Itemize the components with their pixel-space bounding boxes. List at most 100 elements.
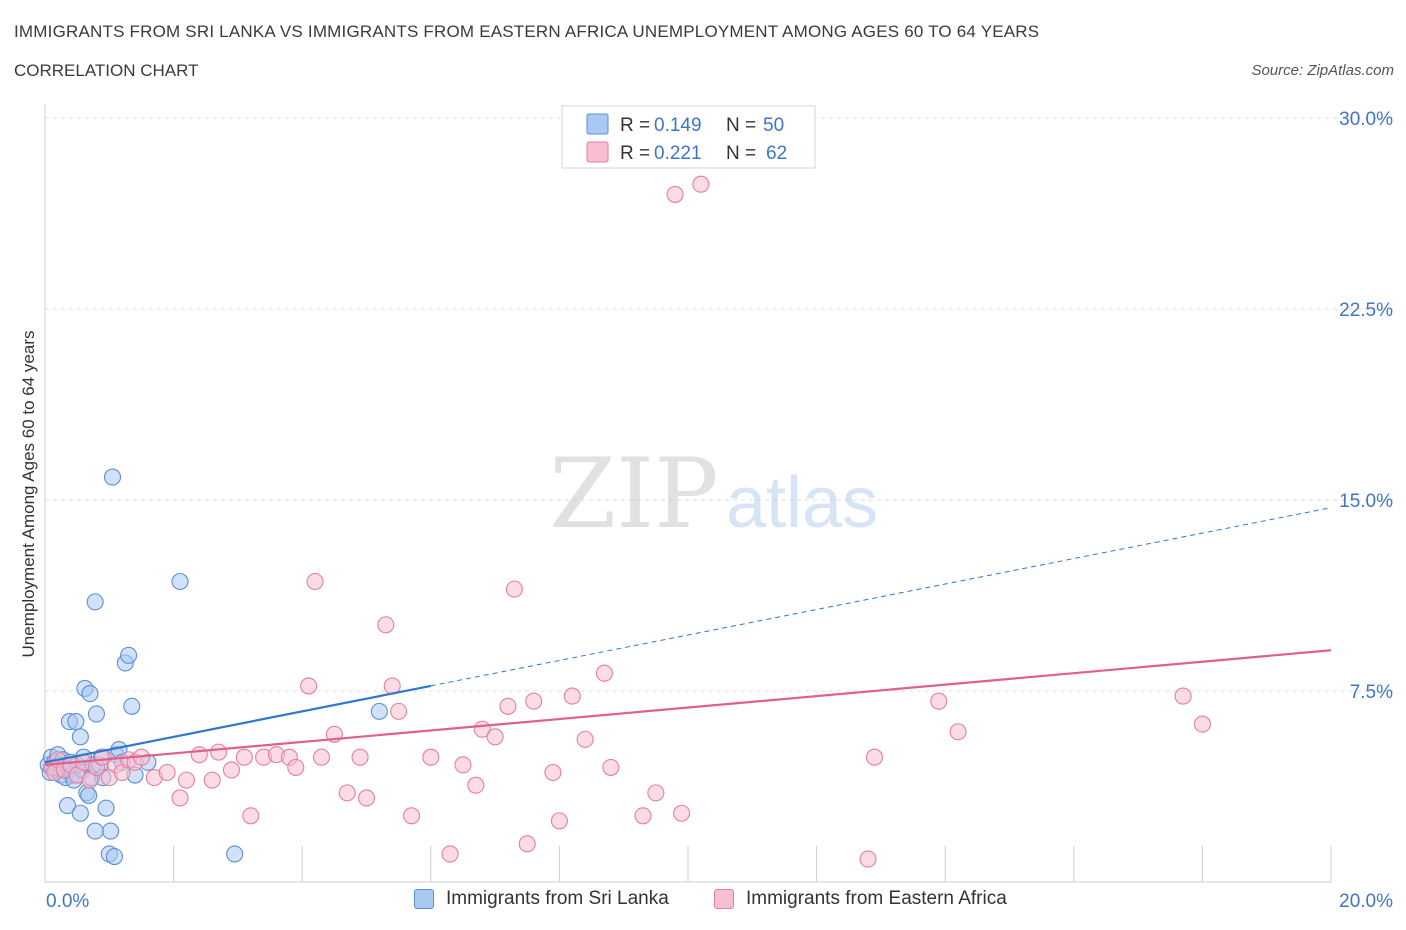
legend-swatch-pink: [586, 141, 609, 163]
source-credit: Source: ZipAtlas.com: [1251, 62, 1394, 79]
tick-labels: 7.5% 15.0% 22.5% 30.0% 0.0% 20.0%: [46, 109, 1393, 912]
x-tick-label-1: 20.0%: [1339, 891, 1393, 912]
legend-label-sri-lanka: Immigrants from Sri Lanka: [446, 888, 669, 909]
point-pink-46: [486, 728, 504, 746]
point-pink-31: [306, 572, 324, 591]
point-pink-37: [377, 616, 395, 634]
point-blue-17: [67, 713, 85, 731]
legend-r-value-2: 0.221: [654, 143, 702, 164]
y-tick-label-2: 22.5%: [1339, 300, 1393, 321]
chart-title: IMMIGRANTS FROM SRI LANKA VS IMMIGRANTS …: [14, 22, 1040, 41]
point-pink-58: [647, 784, 665, 802]
point-pink-36: [357, 789, 376, 807]
watermark-zip: ZIP: [549, 438, 718, 550]
point-pink-65: [949, 723, 967, 741]
point-blue-42: [120, 646, 138, 664]
point-pink-22: [210, 743, 228, 761]
point-pink-50: [525, 692, 543, 710]
point-blue-50: [226, 845, 244, 863]
watermark-atlas: atlas: [726, 463, 878, 543]
point-pink-23: [222, 761, 241, 779]
legend-n-value-2: 62: [766, 143, 787, 164]
legend-item-sri-lanka[interactable]: Immigrants from Sri Lanka: [414, 888, 669, 910]
point-pink-47: [499, 697, 517, 715]
trend-line-sri-lanka: [44, 684, 432, 764]
point-pink-67: [1193, 715, 1211, 733]
legend-label-eastern-africa: Immigrants from Eastern Africa: [746, 888, 1007, 909]
point-pink-64: [930, 692, 948, 710]
point-pink-19: [177, 771, 196, 789]
point-blue-24: [80, 786, 98, 804]
point-pink-42: [441, 845, 459, 863]
point-blue-19: [71, 728, 89, 746]
point-pink-60: [666, 185, 684, 203]
point-pink-57: [634, 807, 652, 825]
point-pink-48: [505, 580, 523, 598]
legend-r-value-1: 0.149: [654, 115, 702, 136]
point-pink-32: [312, 748, 331, 766]
legend-n-label-2: N =: [726, 143, 756, 164]
legend-n-label-1: N =: [726, 115, 756, 136]
point-pink-9: [94, 748, 112, 766]
chart-subtitle: CORRELATION CHART: [14, 61, 199, 80]
point-blue-29: [87, 705, 105, 723]
point-blue-25: [81, 684, 99, 703]
point-pink-54: [576, 730, 594, 748]
point-pink-17: [158, 763, 176, 782]
point-pink-43: [454, 756, 472, 774]
trend-line-eastern-africa: [44, 649, 1332, 766]
point-pink-21: [203, 771, 221, 789]
point-pink-51: [544, 763, 562, 782]
point-pink-44: [467, 776, 485, 794]
watermark: ZIP atlas: [549, 438, 878, 550]
point-blue-47: [71, 804, 89, 822]
point-pink-35: [351, 748, 369, 766]
point-blue-36: [103, 468, 122, 486]
point-blue-33: [97, 799, 115, 817]
point-pink-30: [300, 677, 318, 695]
point-pink-49: [518, 835, 536, 853]
gridlines: [45, 117, 1394, 692]
point-blue-49: [171, 572, 189, 591]
y-axis-label: Unemployment Among Ages 60 to 64 years: [19, 331, 38, 658]
x-tick-label-0: 0.0%: [46, 891, 89, 912]
point-pink-59: [673, 804, 691, 822]
y-tick-label-0: 7.5%: [1350, 682, 1393, 703]
point-pink-55: [595, 664, 613, 682]
point-pink-62: [865, 748, 884, 766]
point-blue-37: [105, 847, 123, 866]
correlation-legend: R = 0.149 N = 50 R = 0.221 N = 62: [561, 105, 816, 169]
point-pink-41: [422, 748, 440, 766]
point-pink-18: [171, 789, 189, 807]
legend-swatch-sri-lanka: [414, 889, 434, 909]
y-tick-label-3: 30.0%: [1339, 109, 1393, 130]
legend-item-eastern-africa[interactable]: Immigrants from Eastern Africa: [714, 888, 1007, 910]
point-pink-29: [287, 758, 305, 776]
point-pink-40: [402, 807, 421, 825]
point-pink-63: [859, 850, 877, 868]
point-pink-39: [390, 702, 408, 720]
point-pink-66: [1174, 687, 1192, 705]
point-pink-53: [563, 687, 581, 705]
legend-r-label-1: R =: [620, 115, 650, 136]
point-pink-56: [602, 758, 620, 776]
legend-swatch-blue: [586, 113, 609, 135]
point-blue-28: [86, 593, 104, 611]
point-blue-43: [123, 697, 141, 715]
series-legend: Immigrants from Sri Lanka Immigrants fro…: [0, 888, 1406, 916]
legend-swatch-eastern-africa: [714, 889, 734, 909]
point-blue-51: [370, 702, 388, 720]
point-blue-48: [86, 822, 104, 840]
legend-r-label-2: R =: [620, 143, 650, 164]
point-pink-20: [190, 746, 208, 764]
point-pink-34: [338, 784, 356, 802]
point-blue-35: [102, 822, 120, 840]
y-tick-label-1: 15.0%: [1339, 491, 1393, 512]
legend-n-value-1: 50: [763, 115, 784, 136]
point-pink-61: [692, 175, 710, 193]
trend-lines: [44, 507, 1332, 766]
point-blue-46: [58, 797, 77, 815]
point-pink-52: [550, 812, 568, 830]
point-pink-24: [235, 748, 253, 766]
